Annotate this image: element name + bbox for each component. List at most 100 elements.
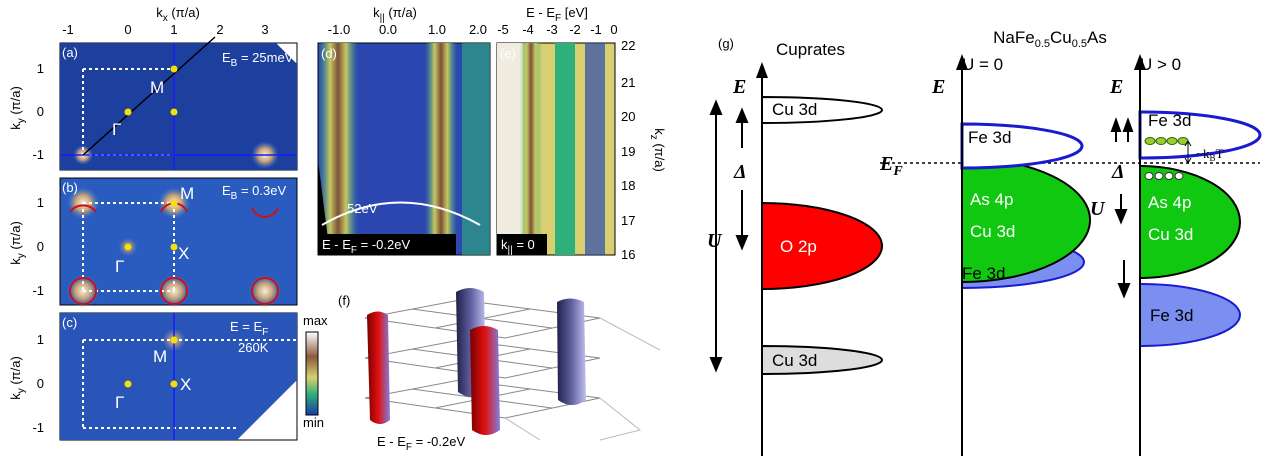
band-label: Fe 3d bbox=[962, 264, 1005, 283]
axis-title: ky (π/a) bbox=[8, 86, 27, 130]
text-part: = 0 bbox=[513, 237, 535, 252]
tick-label: 1 bbox=[170, 22, 177, 37]
point bbox=[170, 243, 178, 251]
text-part: F bbox=[351, 245, 357, 256]
band-label: Cu 3d bbox=[772, 351, 817, 370]
band-shape bbox=[761, 95, 883, 125]
tick-label: 20 bbox=[621, 109, 635, 124]
text-part: E = E bbox=[230, 319, 262, 334]
text-part: E - E bbox=[322, 237, 351, 252]
arrowhead bbox=[1110, 117, 1122, 132]
axis-label: E bbox=[732, 76, 746, 98]
point bbox=[170, 199, 178, 207]
text-part: [eV] bbox=[561, 5, 588, 20]
shape bbox=[1144, 137, 1189, 145]
band bbox=[520, 43, 542, 255]
shape bbox=[709, 99, 749, 373]
panel-label: (b) bbox=[62, 180, 78, 195]
text-part: || bbox=[508, 245, 513, 256]
point-label: X bbox=[180, 375, 191, 394]
point-label: Γ bbox=[112, 120, 121, 139]
point bbox=[124, 108, 132, 116]
arrowhead bbox=[735, 235, 749, 251]
tick-label: -3 bbox=[546, 22, 558, 37]
thermal-label: ~kBT bbox=[1196, 146, 1224, 163]
annotation: EB = 0.3eV bbox=[222, 183, 286, 202]
tick-label: -1 bbox=[32, 283, 44, 298]
band-label: Cu 3d bbox=[772, 100, 817, 119]
tick-label: 1 bbox=[37, 332, 44, 347]
shape bbox=[1110, 117, 1134, 299]
edge bbox=[318, 160, 330, 255]
tick-label: -1 bbox=[590, 22, 602, 37]
axis-title: kx (π/a) bbox=[156, 5, 200, 24]
point-label: Γ bbox=[115, 393, 124, 412]
point-label: X bbox=[178, 244, 189, 263]
band-label: Fe 3d bbox=[968, 128, 1011, 147]
arrowhead bbox=[1134, 54, 1146, 70]
arrowhead bbox=[709, 99, 723, 115]
band-shape bbox=[1139, 164, 1241, 280]
colorbar-label: max bbox=[303, 313, 328, 328]
band bbox=[555, 43, 575, 255]
text-part: (π/a) bbox=[385, 5, 417, 20]
text-part: 0.5 bbox=[1072, 38, 1087, 50]
annotation: 52eV bbox=[347, 201, 378, 216]
tick-label: 22 bbox=[621, 38, 635, 53]
lattice bbox=[364, 299, 661, 441]
text-part: = 25meV bbox=[237, 50, 293, 65]
contour bbox=[251, 277, 279, 305]
annotation: E - EF = -0.2eV bbox=[377, 434, 465, 453]
label-box bbox=[497, 234, 547, 255]
band-shape bbox=[960, 122, 1084, 170]
annotation: EB = 25meV bbox=[222, 50, 294, 69]
band bbox=[497, 43, 523, 255]
annotation: E - EF = -0.2eV bbox=[322, 237, 410, 256]
column-title: U = 0 bbox=[962, 55, 1003, 74]
cylinder bbox=[557, 298, 586, 405]
band-shape bbox=[1139, 282, 1241, 348]
shape: -5 -4 -3 -2 -1 0 bbox=[497, 22, 617, 37]
tick-label: 2.0 bbox=[469, 22, 487, 37]
spot bbox=[249, 275, 281, 307]
text-part: (π/a) bbox=[168, 5, 200, 20]
arrowhead bbox=[756, 62, 768, 78]
text-part: NaFe bbox=[993, 28, 1035, 47]
colorbar-label: min bbox=[303, 415, 324, 430]
text-part: k bbox=[8, 123, 23, 130]
panel-label: (e) bbox=[500, 46, 516, 61]
arrowhead bbox=[956, 54, 968, 70]
text-part: B bbox=[1210, 153, 1216, 163]
point-label: M bbox=[180, 184, 194, 203]
column-title: U > 0 bbox=[1140, 55, 1181, 74]
point bbox=[170, 336, 178, 344]
text-part: k bbox=[501, 237, 508, 252]
point bbox=[124, 380, 132, 388]
hole bbox=[1144, 172, 1154, 180]
band-shape bbox=[761, 201, 883, 291]
axis-title: ky (π/a) bbox=[8, 356, 27, 400]
band-label: Cu 3d bbox=[970, 222, 1015, 241]
arrowhead bbox=[735, 107, 749, 123]
text-part: (π/a) bbox=[8, 356, 23, 388]
tick-label: 16 bbox=[621, 247, 635, 262]
axis-title: E - EF [eV] bbox=[526, 5, 588, 24]
band-label: Fe 3d bbox=[1150, 306, 1193, 325]
hole bbox=[1164, 172, 1174, 180]
band-label: Cu 3d bbox=[1148, 225, 1193, 244]
axis-label: E bbox=[931, 76, 945, 98]
contour bbox=[69, 277, 97, 305]
text-part: k bbox=[8, 258, 23, 265]
tick-label: -4 bbox=[522, 22, 534, 37]
tick-label: 0 bbox=[37, 376, 44, 391]
tick-label: 21 bbox=[621, 75, 635, 90]
band bbox=[585, 43, 605, 255]
gap-label: Δ bbox=[733, 161, 747, 183]
tick-label: -1 bbox=[62, 22, 74, 37]
text-part: k bbox=[8, 393, 23, 400]
tick-label: 2 bbox=[216, 22, 223, 37]
band-label: Fe 3d bbox=[1148, 111, 1191, 130]
text-part: F bbox=[555, 13, 561, 24]
text-part: B bbox=[231, 58, 238, 69]
